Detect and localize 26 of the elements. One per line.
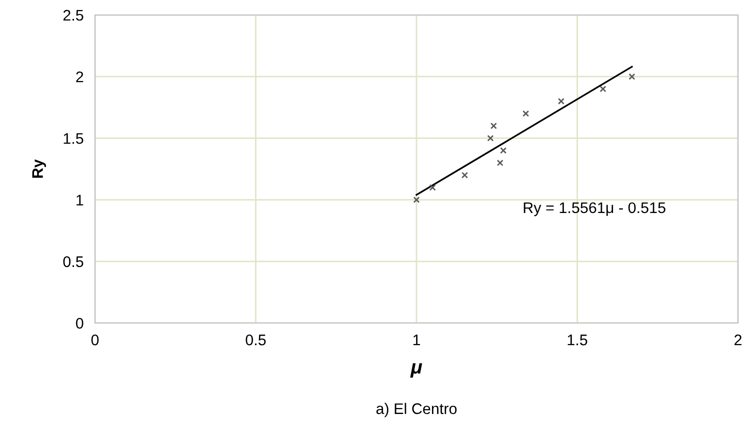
y-tick-label: 0.5 — [63, 256, 84, 268]
y-tick-label: 1 — [76, 194, 84, 206]
annotation: Ry = 1.5561μ - 0.515 — [524, 202, 666, 216]
x-tick-label: 1 — [413, 334, 420, 346]
point — [500, 147, 507, 154]
x-tick-label: 0.5 — [246, 334, 266, 346]
point — [522, 110, 530, 117]
y-axis-title: Ry — [32, 159, 46, 178]
y-tick-label: 1.5 — [64, 133, 84, 144]
x-tick-label: 0 — [91, 334, 99, 346]
x-tick-label: 2 — [734, 334, 742, 346]
point — [487, 134, 494, 142]
point — [628, 73, 636, 80]
point — [429, 184, 436, 191]
y-tick-label: 0 — [76, 318, 84, 329]
point — [496, 160, 504, 166]
point — [490, 122, 497, 130]
y-tick-label: 2.5 — [63, 10, 84, 21]
point — [600, 86, 606, 92]
y-tick-label: 2 — [76, 71, 84, 82]
point — [461, 172, 468, 178]
text: a) El Centro — [376, 402, 457, 418]
point — [558, 98, 564, 105]
x-axis-title: μ — [410, 363, 422, 378]
x-tick-label: 1.5 — [568, 334, 588, 346]
point — [413, 196, 420, 204]
